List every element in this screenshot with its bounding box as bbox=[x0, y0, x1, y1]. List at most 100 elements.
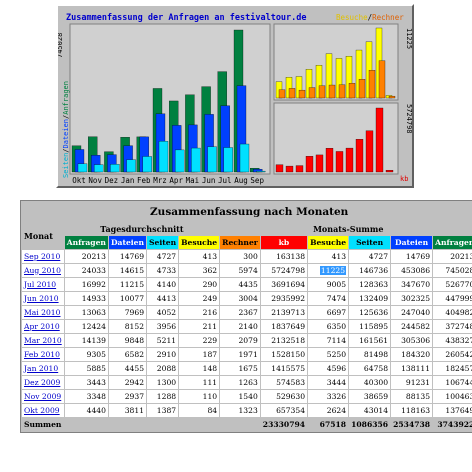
th-monats-anfragen: Anfragen bbox=[433, 236, 472, 249]
month-link-text[interactable]: Sep 2010 bbox=[24, 251, 61, 261]
cell-value: 137649 bbox=[433, 404, 472, 417]
cell-value: 3004 bbox=[220, 292, 260, 305]
table-row: Sep 2010 20213 14769 4727 413 300 163138… bbox=[22, 250, 472, 263]
month-link-text[interactable]: Mai 2010 bbox=[24, 307, 61, 317]
table-row: Feb 2010 9305 6582 2910 187 1971 1528150… bbox=[22, 348, 472, 361]
table-row: Nov 2009 3348 2937 1288 110 1540 529630 … bbox=[22, 390, 472, 403]
cell-value: 7969 bbox=[108, 306, 147, 319]
cell-value: 4727 bbox=[349, 250, 391, 263]
month-link[interactable]: Aug 2010 bbox=[22, 264, 64, 277]
cell-value: 2140 bbox=[220, 320, 260, 333]
bar-rechner-jul bbox=[368, 70, 376, 99]
cell-value: 362 bbox=[179, 264, 220, 277]
month-link[interactable]: Mai 2010 bbox=[22, 306, 64, 319]
right-axis-top-label: 11225 bbox=[405, 28, 412, 49]
table-title: Zusammenfassung nach Monaten bbox=[22, 202, 472, 221]
cell-value: 14769 bbox=[108, 250, 147, 263]
cell-value: 2367 bbox=[220, 306, 260, 319]
bar-seiten-aug bbox=[239, 143, 250, 173]
month-label-mrz: Mrz bbox=[153, 176, 167, 185]
cell-value: 182457 bbox=[433, 362, 472, 375]
cell-value: 7114 bbox=[308, 334, 349, 347]
month-label-jun: Jun bbox=[202, 176, 216, 185]
bar-seiten-dez bbox=[110, 164, 120, 173]
cell-value: 148 bbox=[179, 362, 220, 375]
selected-besuche-value[interactable]: 11225 bbox=[319, 265, 347, 275]
month-link[interactable]: Jul 2010 bbox=[22, 278, 64, 291]
cell-value: 302325 bbox=[391, 292, 433, 305]
cell-value: 16992 bbox=[64, 278, 108, 291]
month-link-text[interactable]: Aug 2010 bbox=[24, 265, 61, 275]
month-link[interactable]: Mar 2010 bbox=[22, 334, 64, 347]
bar-seiten-jun bbox=[207, 146, 217, 173]
cell-value: 88135 bbox=[391, 390, 433, 403]
cell-value: 12424 bbox=[64, 320, 108, 333]
month-link[interactable]: Jun 2010 bbox=[22, 292, 64, 305]
month-link[interactable]: Jan 2010 bbox=[22, 362, 64, 375]
cell-value: 1528150 bbox=[260, 348, 308, 361]
cell-value: 20213 bbox=[64, 250, 108, 263]
th-tages-seiten: Seiten bbox=[147, 236, 179, 249]
cell-value: 100463 bbox=[433, 390, 472, 403]
sum-anfragen: 3743922 bbox=[433, 418, 472, 431]
month-link-text[interactable]: Mar 2010 bbox=[24, 335, 62, 345]
month-label-jan: Jan bbox=[121, 176, 135, 185]
cell-value: 247040 bbox=[391, 306, 433, 319]
cell-value: 138111 bbox=[391, 362, 433, 375]
cell-value: 40300 bbox=[349, 376, 391, 389]
cell-value: 4440 bbox=[64, 404, 108, 417]
cell-value: 2079 bbox=[220, 334, 260, 347]
legend-slash-1: / bbox=[368, 13, 373, 22]
cell-value: 14139 bbox=[64, 334, 108, 347]
month-label-feb: Feb bbox=[137, 176, 151, 185]
month-link[interactable]: Okt 2009 bbox=[22, 404, 64, 417]
cell-value: 1971 bbox=[220, 348, 260, 361]
cell-value: 1323 bbox=[220, 404, 260, 417]
cell-value: 64758 bbox=[349, 362, 391, 375]
cell-value: 13063 bbox=[64, 306, 108, 319]
legend-seiten: Seiten bbox=[62, 153, 70, 178]
th-tages-dateien: Dateien bbox=[108, 236, 147, 249]
cell-value: 1387 bbox=[147, 404, 179, 417]
bar-kb-apr bbox=[335, 151, 344, 173]
bar-kb-jan bbox=[305, 156, 314, 173]
cell-value: 249 bbox=[179, 292, 220, 305]
cell-value: 526770 bbox=[433, 278, 472, 291]
bar-kb-jun bbox=[355, 139, 364, 173]
month-link-text[interactable]: Nov 2009 bbox=[24, 391, 62, 401]
month-link-text[interactable]: Okt 2009 bbox=[24, 405, 60, 415]
bar-seiten-jan bbox=[126, 159, 136, 173]
th-tages-anfragen: Anfragen bbox=[64, 236, 108, 249]
cell-value: 2139713 bbox=[260, 306, 308, 319]
cell-value: 372748 bbox=[433, 320, 472, 333]
month-link-text[interactable]: Jun 2010 bbox=[24, 293, 59, 303]
legend-dateien: Dateien bbox=[62, 119, 70, 149]
bar-rechner-okt bbox=[278, 89, 286, 99]
bar-kb-jul bbox=[365, 130, 374, 173]
month-link-text[interactable]: Apr 2010 bbox=[24, 321, 60, 331]
cell-value: 161561 bbox=[349, 334, 391, 347]
month-link[interactable]: Feb 2010 bbox=[22, 348, 64, 361]
table-row: Okt 2009 4440 3811 1387 84 1323 657354 2… bbox=[22, 404, 472, 417]
cell-value: 91231 bbox=[391, 376, 433, 389]
month-link[interactable]: Sep 2010 bbox=[22, 250, 64, 263]
cell-value: 229 bbox=[179, 334, 220, 347]
month-link[interactable]: Dez 2009 bbox=[22, 376, 64, 389]
th-monats-besuche: Besuche bbox=[308, 236, 349, 249]
cell-value: 4413 bbox=[147, 292, 179, 305]
bar-kb-aug bbox=[375, 107, 384, 173]
cell-value: 2935992 bbox=[260, 292, 308, 305]
month-link-text[interactable]: Feb 2010 bbox=[24, 349, 60, 359]
bar-rechner-nov bbox=[288, 88, 296, 99]
bar-kb-mrz bbox=[325, 148, 334, 173]
month-link-text[interactable]: Jan 2010 bbox=[24, 363, 59, 373]
cell-value: 1415575 bbox=[260, 362, 308, 375]
month-link[interactable]: Nov 2009 bbox=[22, 390, 64, 403]
month-link[interactable]: Apr 2010 bbox=[22, 320, 64, 333]
cell-value: 1837649 bbox=[260, 320, 308, 333]
cell-value: 447999 bbox=[433, 292, 472, 305]
cell-value-selected[interactable]: 11225 bbox=[308, 264, 349, 277]
month-link-text[interactable]: Dez 2009 bbox=[24, 377, 61, 387]
cell-value: 9005 bbox=[308, 278, 349, 291]
month-link-text[interactable]: Jul 2010 bbox=[24, 279, 57, 289]
